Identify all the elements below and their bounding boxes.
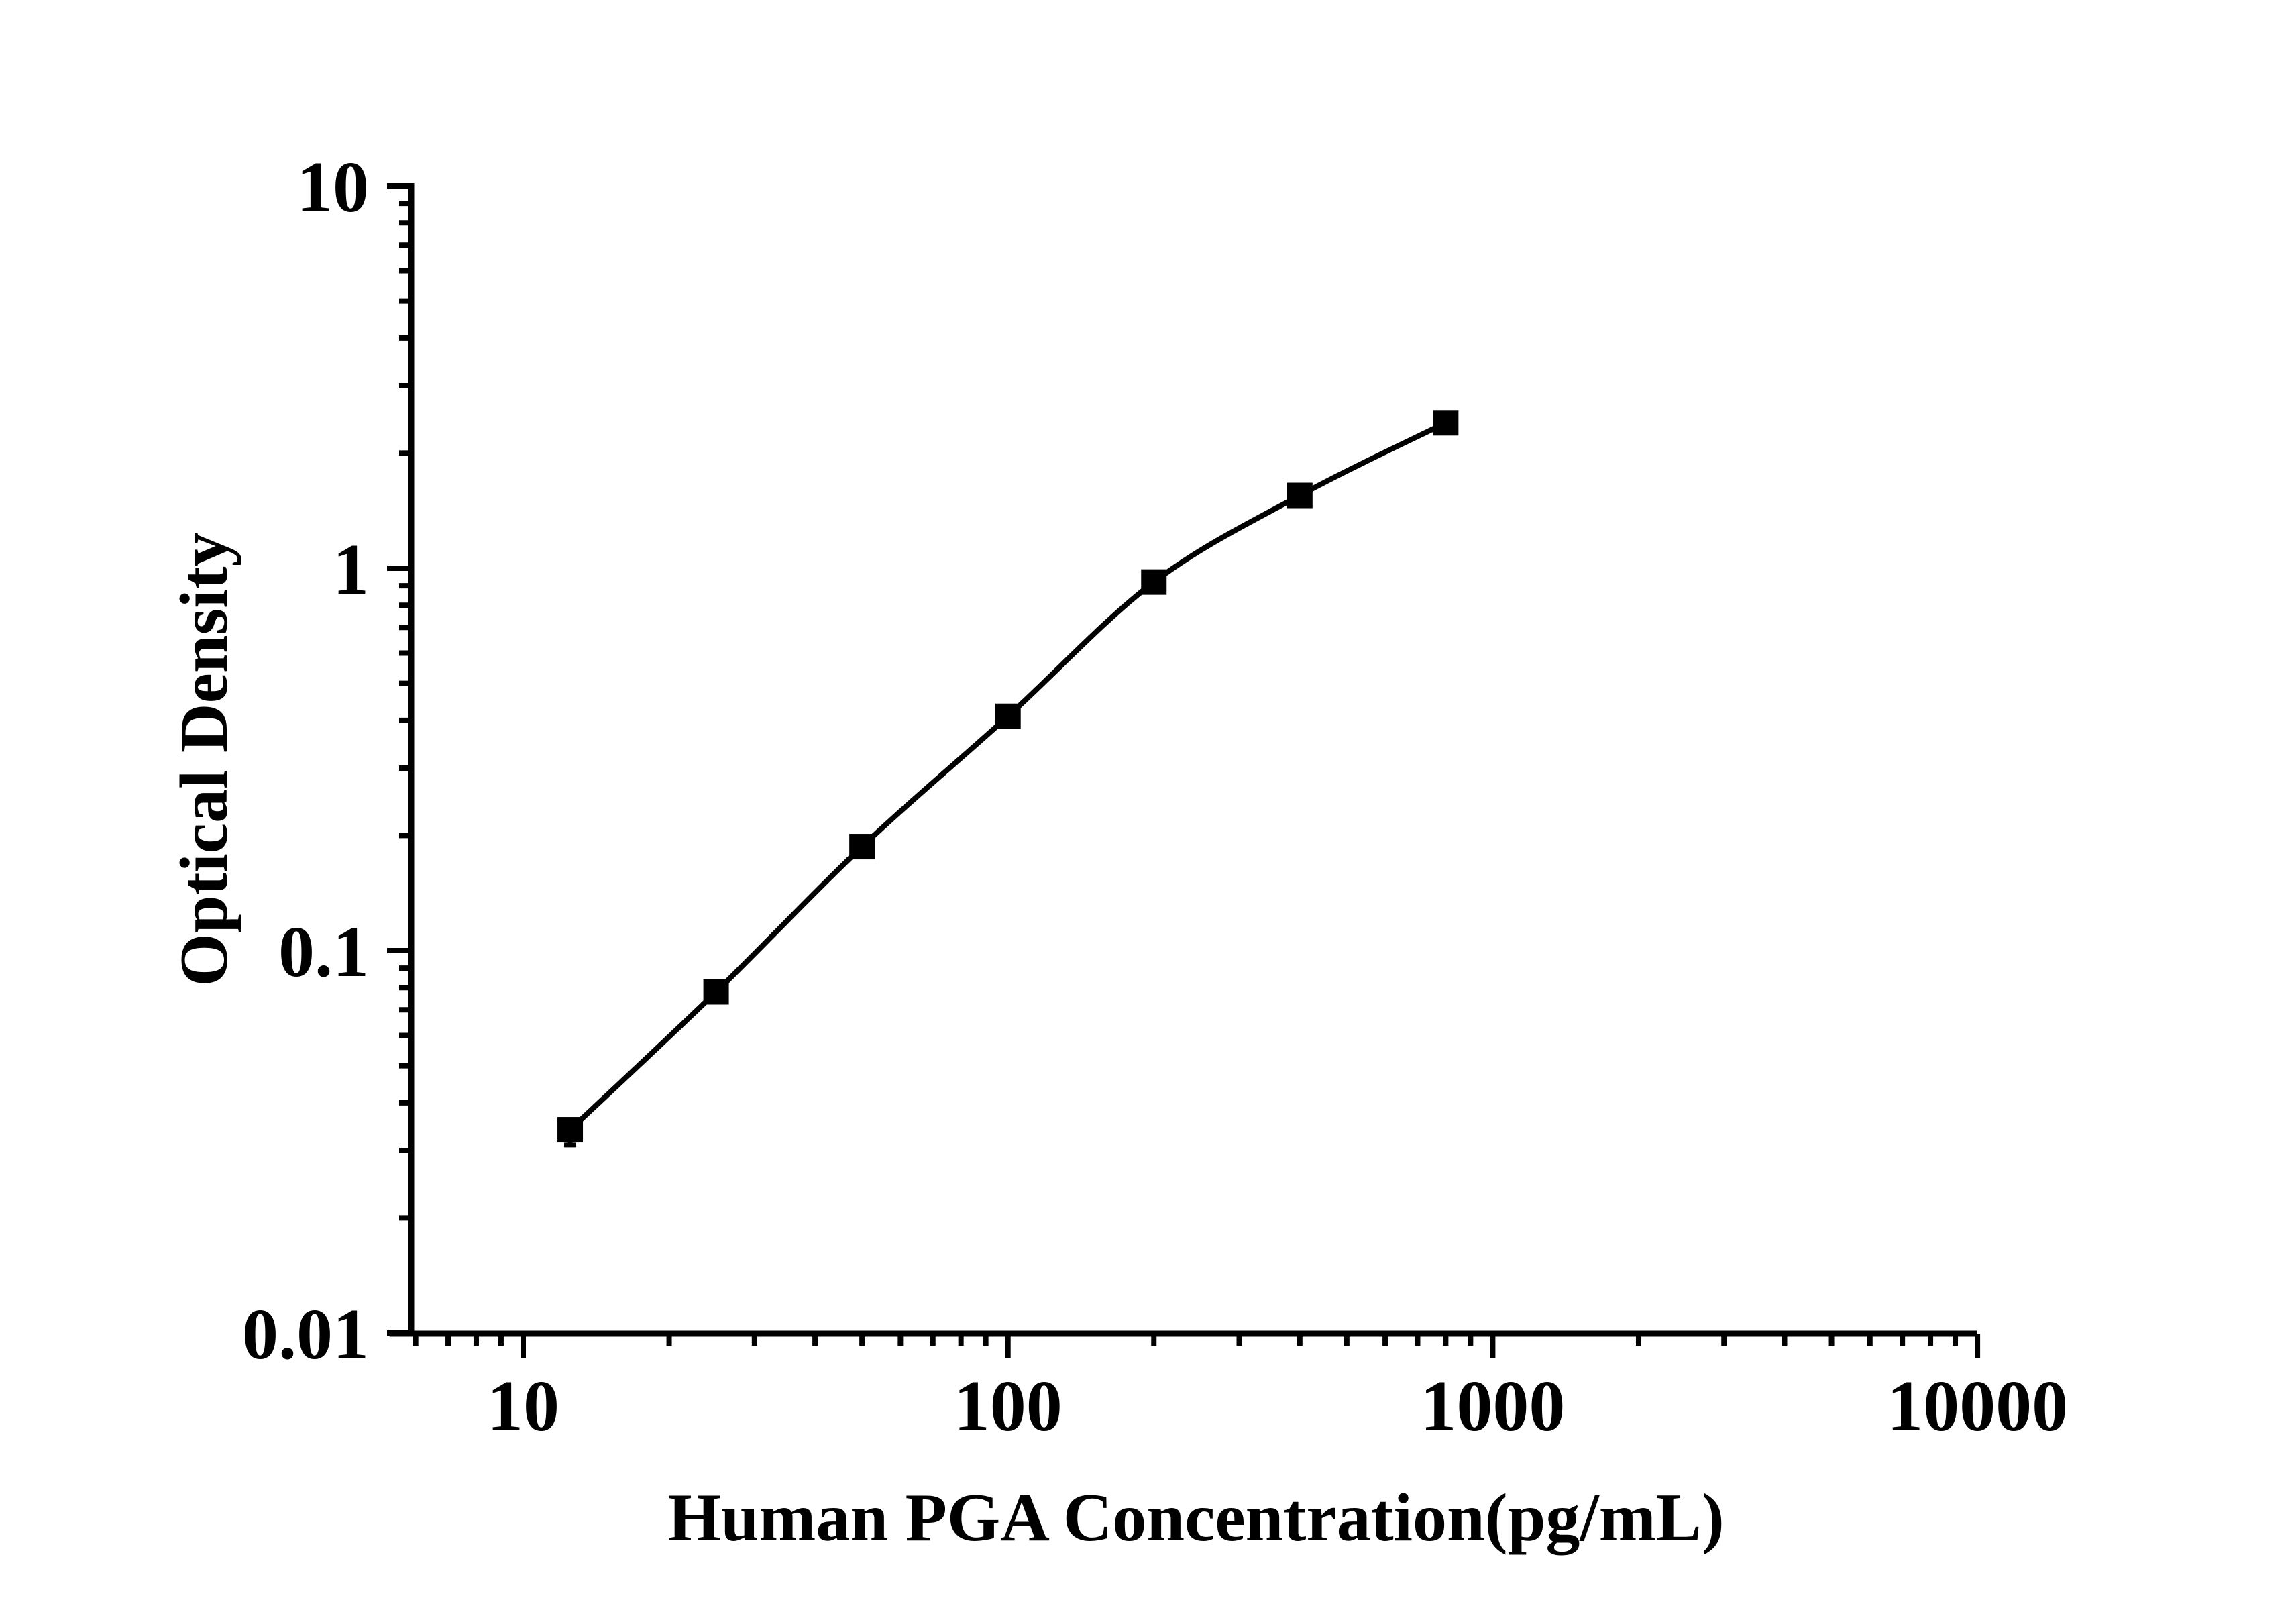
data-point-marker xyxy=(849,834,875,860)
data-point-marker xyxy=(1433,410,1459,436)
axis-ticks xyxy=(387,183,1981,1358)
data-point-marker xyxy=(995,703,1021,729)
y-axis-title: Optical Density xyxy=(166,532,242,986)
y-tick-label: 0.01 xyxy=(242,1295,369,1375)
data-point-marker xyxy=(1287,482,1313,509)
y-tick-label: 1 xyxy=(333,530,369,610)
data-point-marker xyxy=(557,1117,584,1143)
x-tick-label: 100 xyxy=(954,1367,1062,1446)
x-tick-label: 1000 xyxy=(1420,1367,1565,1446)
axes xyxy=(389,183,1977,1337)
y-tick-label: 0.1 xyxy=(278,912,369,992)
data-point-marker xyxy=(1141,569,1167,595)
data-point-marker xyxy=(703,979,729,1005)
standard-curve-line xyxy=(567,420,1449,1133)
series xyxy=(557,410,1459,1148)
axis-tick-labels: 10 100 1000 10000 10 1 0.1 0.01 xyxy=(242,148,2068,1446)
x-axis-title: Human PGA Concentration(pg/mL) xyxy=(667,1480,1724,1556)
x-tick-label: 10000 xyxy=(1887,1367,2068,1446)
x-tick-label: 10 xyxy=(487,1367,559,1446)
y-tick-label: 10 xyxy=(296,148,369,227)
